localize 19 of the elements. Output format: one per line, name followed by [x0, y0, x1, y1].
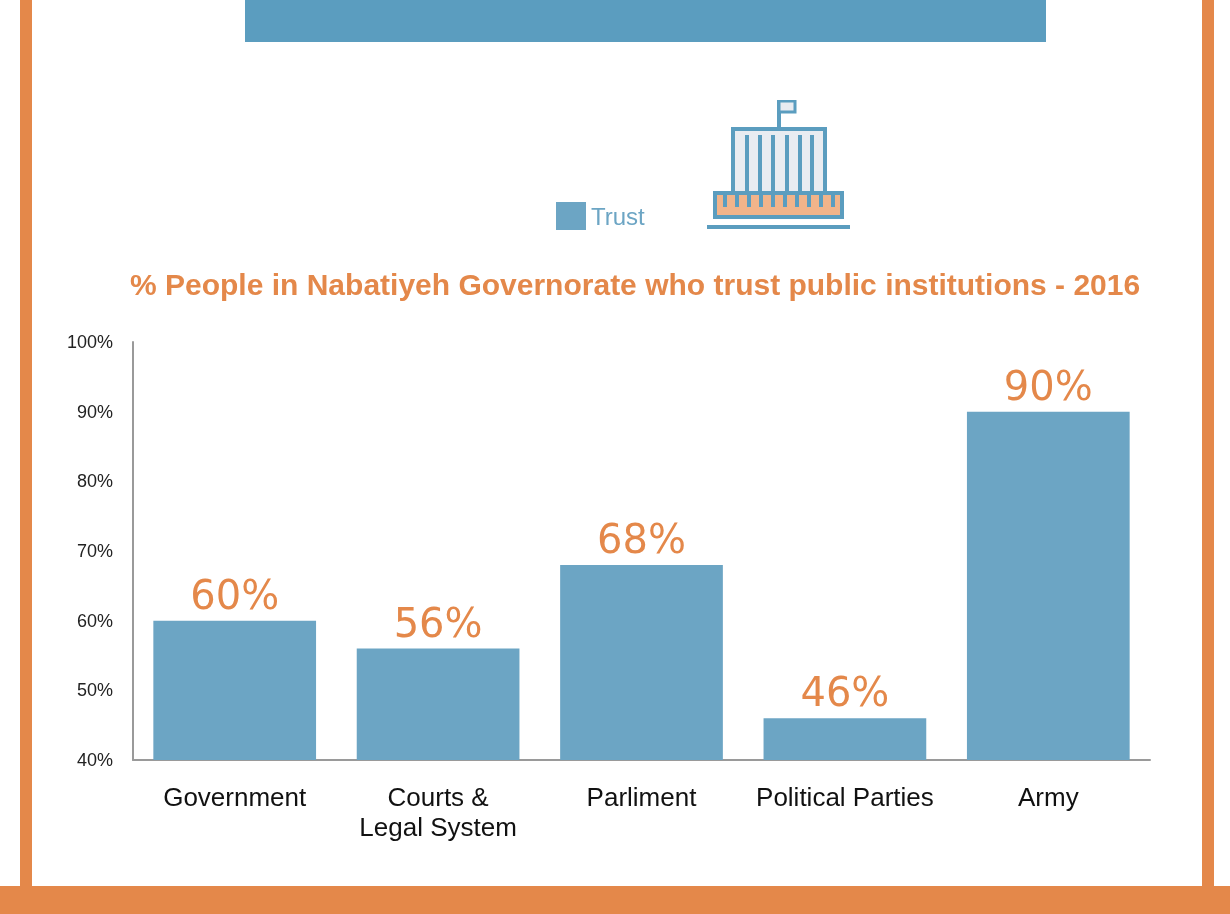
- data-label: 60%: [190, 571, 280, 618]
- data-label: 90%: [1003, 362, 1093, 409]
- data-label: 56%: [393, 599, 483, 646]
- chart-title: % People in Nabatiyeh Governorate who trust public institutions - 2016: [130, 267, 1141, 301]
- x-tick-label: Political Parties: [756, 782, 934, 812]
- x-tick-label: Government: [163, 782, 307, 812]
- y-tick-label: 90%: [76, 401, 113, 422]
- y-tick-label: 100%: [66, 332, 113, 352]
- y-tick-label: 80%: [76, 471, 113, 492]
- data-label: 68%: [597, 515, 686, 562]
- legend-label: Trust: [591, 202, 646, 230]
- y-tick-label: 60%: [76, 610, 113, 631]
- x-tick-label: Army: [1017, 782, 1079, 812]
- x-tick-label: Courts & Legal System: [359, 782, 517, 842]
- y-tick-label: 50%: [76, 680, 113, 701]
- data-label: 46%: [800, 669, 890, 716]
- x-tick-label: Parliment: [586, 782, 698, 812]
- y-tick-label: 70%: [76, 541, 113, 561]
- y-tick-label: 40%: [76, 750, 113, 770]
